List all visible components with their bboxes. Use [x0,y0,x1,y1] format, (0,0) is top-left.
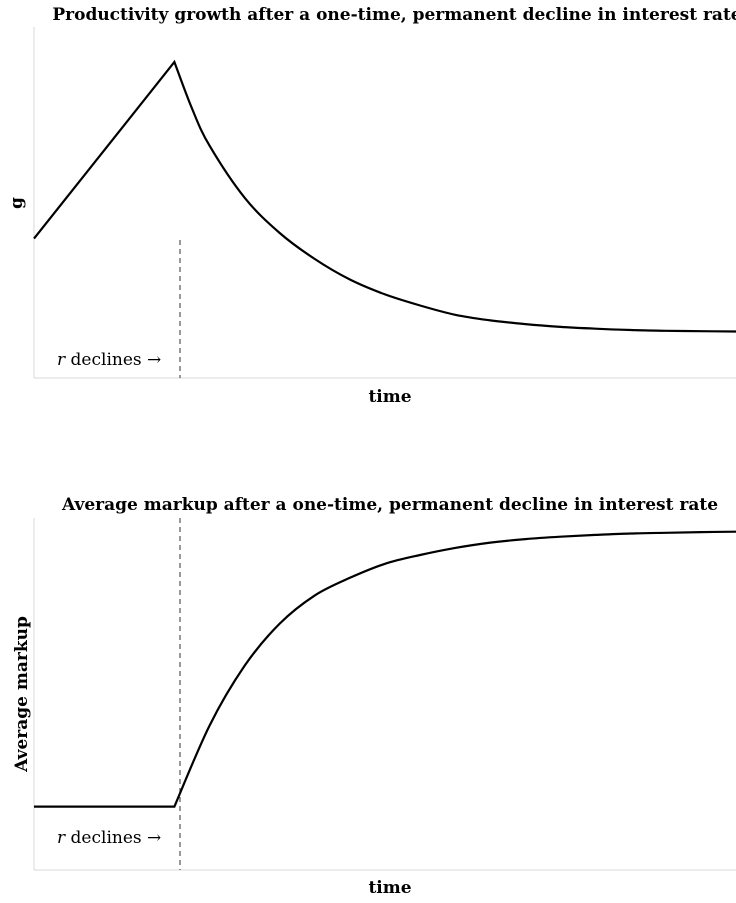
r-declines-annotation: r declines → [57,350,161,370]
y-axis-label: g [7,197,27,209]
annotation-text: declines → [65,350,161,370]
chart-average-markup: Average markup after a one-time, permane… [12,495,736,898]
r-declines-annotation: r declines → [57,828,161,848]
series-line [33,59,736,333]
chart-title: Productivity growth after a one-time, pe… [52,5,736,25]
x-axis-label: time [368,387,411,407]
y-axis-label: Average markup [12,616,32,773]
r-symbol: r [57,350,66,370]
series-line [34,530,736,808]
chart-productivity-growth: Productivity growth after a one-time, pe… [7,5,736,407]
r-symbol: r [57,828,66,848]
annotation-text: declines → [65,828,161,848]
x-axis-label: time [368,878,411,898]
chart-title: Average markup after a one-time, permane… [61,495,718,515]
